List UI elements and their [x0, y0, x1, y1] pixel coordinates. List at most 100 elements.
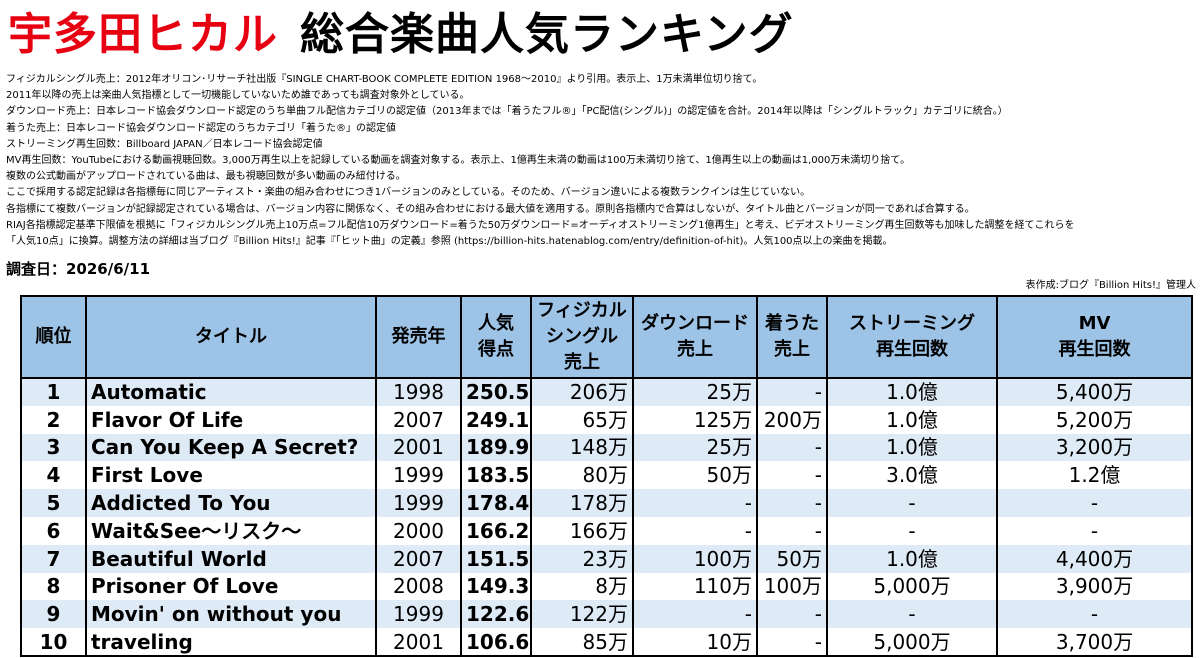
- cell-physical: 23万: [530, 544, 634, 573]
- header-line: 再生回数: [1058, 339, 1131, 360]
- cell-year: 1999: [375, 461, 462, 490]
- cell-rank: 3: [20, 433, 87, 462]
- cell-year: 2001: [375, 628, 462, 657]
- cell-score: 249.1: [460, 405, 532, 434]
- header-line: 人気: [478, 313, 514, 334]
- cell-physical: 65万: [530, 405, 634, 434]
- cell-download: 110万: [632, 572, 758, 601]
- cell-rank: 4: [20, 461, 87, 490]
- cell-year: 2007: [375, 405, 462, 434]
- cell-rank: 2: [20, 405, 87, 434]
- cell-chakuuta: -: [756, 489, 828, 517]
- cell-score: 106.6: [460, 628, 532, 657]
- header-title: タイトル: [85, 295, 377, 379]
- header-download: ダウンロード 売上: [632, 295, 758, 379]
- cell-mv: 5,400万: [996, 378, 1193, 406]
- cell-physical: 166万: [530, 516, 634, 545]
- cell-year: 2007: [375, 544, 462, 573]
- note-line: 2011年以降の売上は楽曲人気指標として一切機能していないため誰であっても調査対…: [6, 90, 470, 102]
- cell-mv: 3,200万: [996, 433, 1193, 462]
- cell-title: Automatic: [85, 378, 377, 406]
- table-body: 1 Automatic 1998 250.5 206万 25万 -1.0億 5,400万 2 Fl…: [20, 378, 1193, 657]
- table-row: 7 Beautiful World 2007 151.5 23万 100万 50万 1.0億 4…: [20, 544, 1193, 573]
- cell-physical: 122万: [530, 600, 634, 629]
- cell-physical: 85万: [530, 628, 634, 657]
- cell-chakuuta: 200万: [756, 405, 828, 434]
- cell-download: -: [632, 516, 758, 545]
- cell-year: 1999: [375, 600, 462, 629]
- note-line: 各指標にて複数バージョンが記録認定されている場合は、バージョン内容に関係なく、そ…: [6, 203, 975, 215]
- cell-download: 125万: [632, 405, 758, 434]
- cell-physical: 148万: [530, 433, 634, 462]
- cell-rank: 8: [20, 572, 87, 601]
- header-line: ダウンロード: [641, 313, 749, 334]
- cell-title: Can You Keep A Secret?: [85, 433, 377, 462]
- cell-score: 151.5: [460, 544, 532, 573]
- cell-chakuuta: -: [756, 378, 828, 406]
- cell-streaming: 1.0億: [826, 405, 998, 434]
- header-line: ストリーミング: [849, 313, 975, 334]
- cell-rank: 5: [20, 489, 87, 517]
- cell-year: 1999: [375, 489, 462, 517]
- header-line: シングル: [546, 326, 618, 347]
- cell-download: 25万: [632, 378, 758, 406]
- note-line: 複数の公式動画がアップロードされている曲は、最も視聴回数が多い動画のみ紐付ける。: [6, 171, 406, 183]
- note-line: ここで採用する認定記録は各指標毎に同じアーティスト・楽曲の組み合わせにつき1バー…: [6, 187, 811, 199]
- cell-physical: 206万: [530, 378, 634, 406]
- header-line: 再生回数: [876, 339, 948, 360]
- header-score: 人気 得点: [460, 295, 532, 379]
- cell-streaming: 1.0億: [826, 544, 998, 573]
- cell-streaming: 5,000万: [826, 628, 998, 657]
- cell-rank: 9: [20, 600, 87, 629]
- cell-mv: -: [996, 600, 1193, 629]
- cell-title: Prisoner Of Love: [85, 572, 377, 601]
- table-row: 4 First Love 1999 183.5 80万 50万 -3.0億 1.2億: [20, 461, 1193, 490]
- header-streaming: ストリーミング 再生回数: [826, 295, 998, 379]
- cell-title: Beautiful World: [85, 544, 377, 573]
- table-row: 1 Automatic 1998 250.5 206万 25万 -1.0億 5,400万: [20, 378, 1193, 406]
- cell-title: Flavor Of Life: [85, 405, 377, 434]
- note-line: ダウンロード売上：日本レコード協会ダウンロード認定のうち単曲フル配信カテゴリの認…: [6, 106, 1008, 118]
- header-line: MV: [1078, 313, 1111, 334]
- cell-download: 100万: [632, 544, 758, 573]
- cell-rank: 7: [20, 544, 87, 573]
- cell-score: 166.2: [460, 516, 532, 545]
- cell-rank: 6: [20, 516, 87, 545]
- note-line: 着うた売上：日本レコード協会ダウンロード認定のうちカテゴリ「着うた®」の認定値: [6, 122, 396, 134]
- cell-mv: 3,700万: [996, 628, 1193, 657]
- cell-chakuuta: 100万: [756, 572, 828, 601]
- cell-chakuuta: -: [756, 628, 828, 657]
- cell-mv: 1.2億: [996, 461, 1193, 490]
- cell-mv: -: [996, 516, 1193, 545]
- table-row: 6 Wait&See～リスク～ 2000 166.2 166万 - - - -: [20, 516, 1193, 545]
- note-line: RIAJ各指標認定基準下限値を根拠に「フィジカルシングル売上10万点=フル配信1…: [6, 219, 1075, 231]
- cell-title: traveling: [85, 628, 377, 657]
- cell-streaming: 3.0億: [826, 461, 998, 490]
- cell-year: 1998: [375, 378, 462, 406]
- cell-year: 2008: [375, 572, 462, 601]
- cell-physical: 80万: [530, 461, 634, 490]
- note-line: フィジカルシングル売上：2012年オリコン･リサーチ社出版『SINGLE CHA…: [6, 74, 763, 85]
- page-title: 宇多田ヒカル 総合楽曲人気ランキング: [8, 0, 794, 70]
- table-row: 10 traveling 2001 106.6 85万 10万 -5,000万 3,700万: [20, 628, 1193, 657]
- header-line: 着うた: [765, 313, 819, 334]
- header-line: 売上: [677, 339, 713, 360]
- header-physical: フィジカル シングル 売上: [530, 295, 634, 379]
- cell-score: 149.3: [460, 572, 532, 601]
- cell-streaming: -: [826, 516, 998, 545]
- cell-rank: 1: [20, 378, 87, 406]
- cell-streaming: 1.0億: [826, 433, 998, 462]
- cell-mv: 5,200万: [996, 405, 1193, 434]
- cell-title: Wait&See～リスク～: [85, 516, 377, 545]
- note-line: ストリーミング再生回数：Billboard JAPAN／日本レコード協会認定値: [6, 138, 323, 150]
- header-mv: MV 再生回数: [996, 295, 1193, 379]
- table-header-row: 順位 タイトル 発売年 人気 得点 フィジカル シングル 売上 ダウンロード 売上 着う…: [20, 295, 1193, 379]
- cell-download: -: [632, 489, 758, 517]
- table-row: 9 Movin' on without you 1999 122.6 122万 - - - -: [20, 600, 1193, 629]
- cell-title: Addicted To You: [85, 489, 377, 517]
- cell-streaming: -: [826, 600, 998, 629]
- cell-year: 2001: [375, 433, 462, 462]
- notes-block: フィジカルシングル売上：2012年オリコン･リサーチ社出版『SINGLE CHA…: [6, 72, 1196, 250]
- header-year: 発売年: [375, 295, 462, 379]
- cell-physical: 178万: [530, 489, 634, 517]
